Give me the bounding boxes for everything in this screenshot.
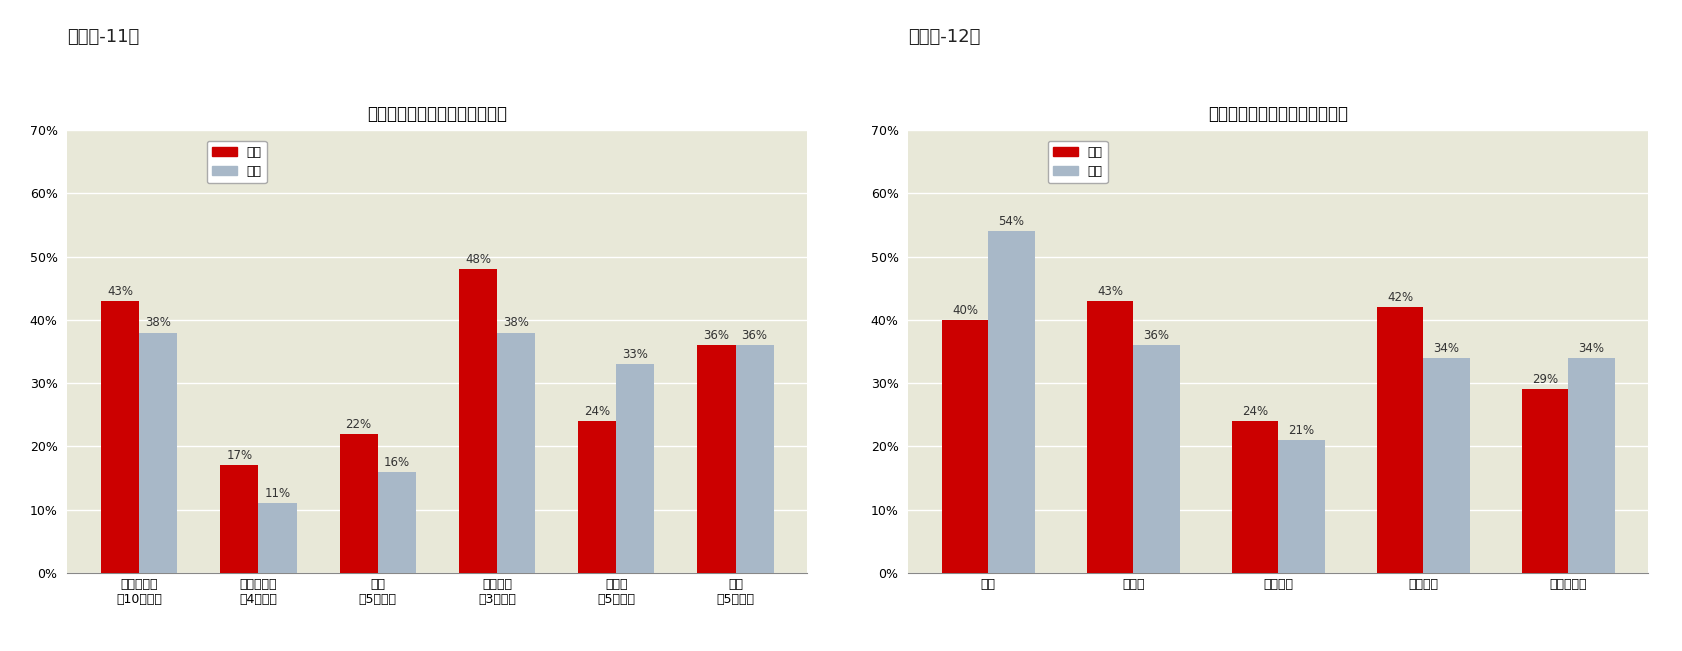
Bar [616,364,654,573]
Bar [579,421,616,573]
Title: 今後、重要なパートナーになる: 今後、重要なパートナーになる [1208,105,1349,123]
Bar [1278,440,1325,573]
Text: 24%: 24% [584,405,611,418]
Bar [989,231,1034,573]
Legend: 中国, 米国: 中国, 米国 [207,141,267,183]
Text: 24%: 24% [1241,405,1268,418]
Bar [698,345,735,573]
Text: 40%: 40% [952,304,979,317]
Bar [101,301,140,573]
Text: 42%: 42% [1388,291,1413,304]
Text: 48%: 48% [464,253,491,266]
Text: 17%: 17% [227,449,252,462]
Bar [942,320,989,573]
Text: 16%: 16% [383,456,410,469]
Text: 38%: 38% [503,316,530,329]
Text: 43%: 43% [1097,284,1124,298]
Bar [735,345,774,573]
Bar [1087,301,1134,573]
Text: 36%: 36% [703,329,730,342]
Bar [1568,358,1615,573]
Text: 43%: 43% [108,284,133,298]
Legend: 中国, 米国: 中国, 米国 [1048,141,1108,183]
Bar [140,333,177,573]
Text: 36%: 36% [742,329,767,342]
Text: 34%: 34% [1578,342,1605,355]
Text: （図表-11）: （図表-11） [67,27,140,46]
Text: 33%: 33% [622,348,648,361]
Bar [220,465,259,573]
Title: 今後、重要なパートナーになる: 今後、重要なパートナーになる [367,105,508,123]
Bar [340,434,378,573]
Bar [1231,421,1278,573]
Bar [496,333,535,573]
Text: 36%: 36% [1144,329,1169,342]
Bar [1134,345,1179,573]
Bar [1378,307,1423,573]
Text: 21%: 21% [1288,424,1315,437]
Text: 54%: 54% [999,215,1024,229]
Bar [259,503,296,573]
Text: 22%: 22% [345,417,372,430]
Bar [1423,358,1470,573]
Text: 11%: 11% [264,487,291,500]
Bar [378,472,415,573]
Text: 34%: 34% [1433,342,1460,355]
Bar [1522,389,1568,573]
Text: （図表-12）: （図表-12） [908,27,981,46]
Text: 29%: 29% [1532,373,1558,386]
Text: 38%: 38% [145,316,172,329]
Bar [459,270,496,573]
